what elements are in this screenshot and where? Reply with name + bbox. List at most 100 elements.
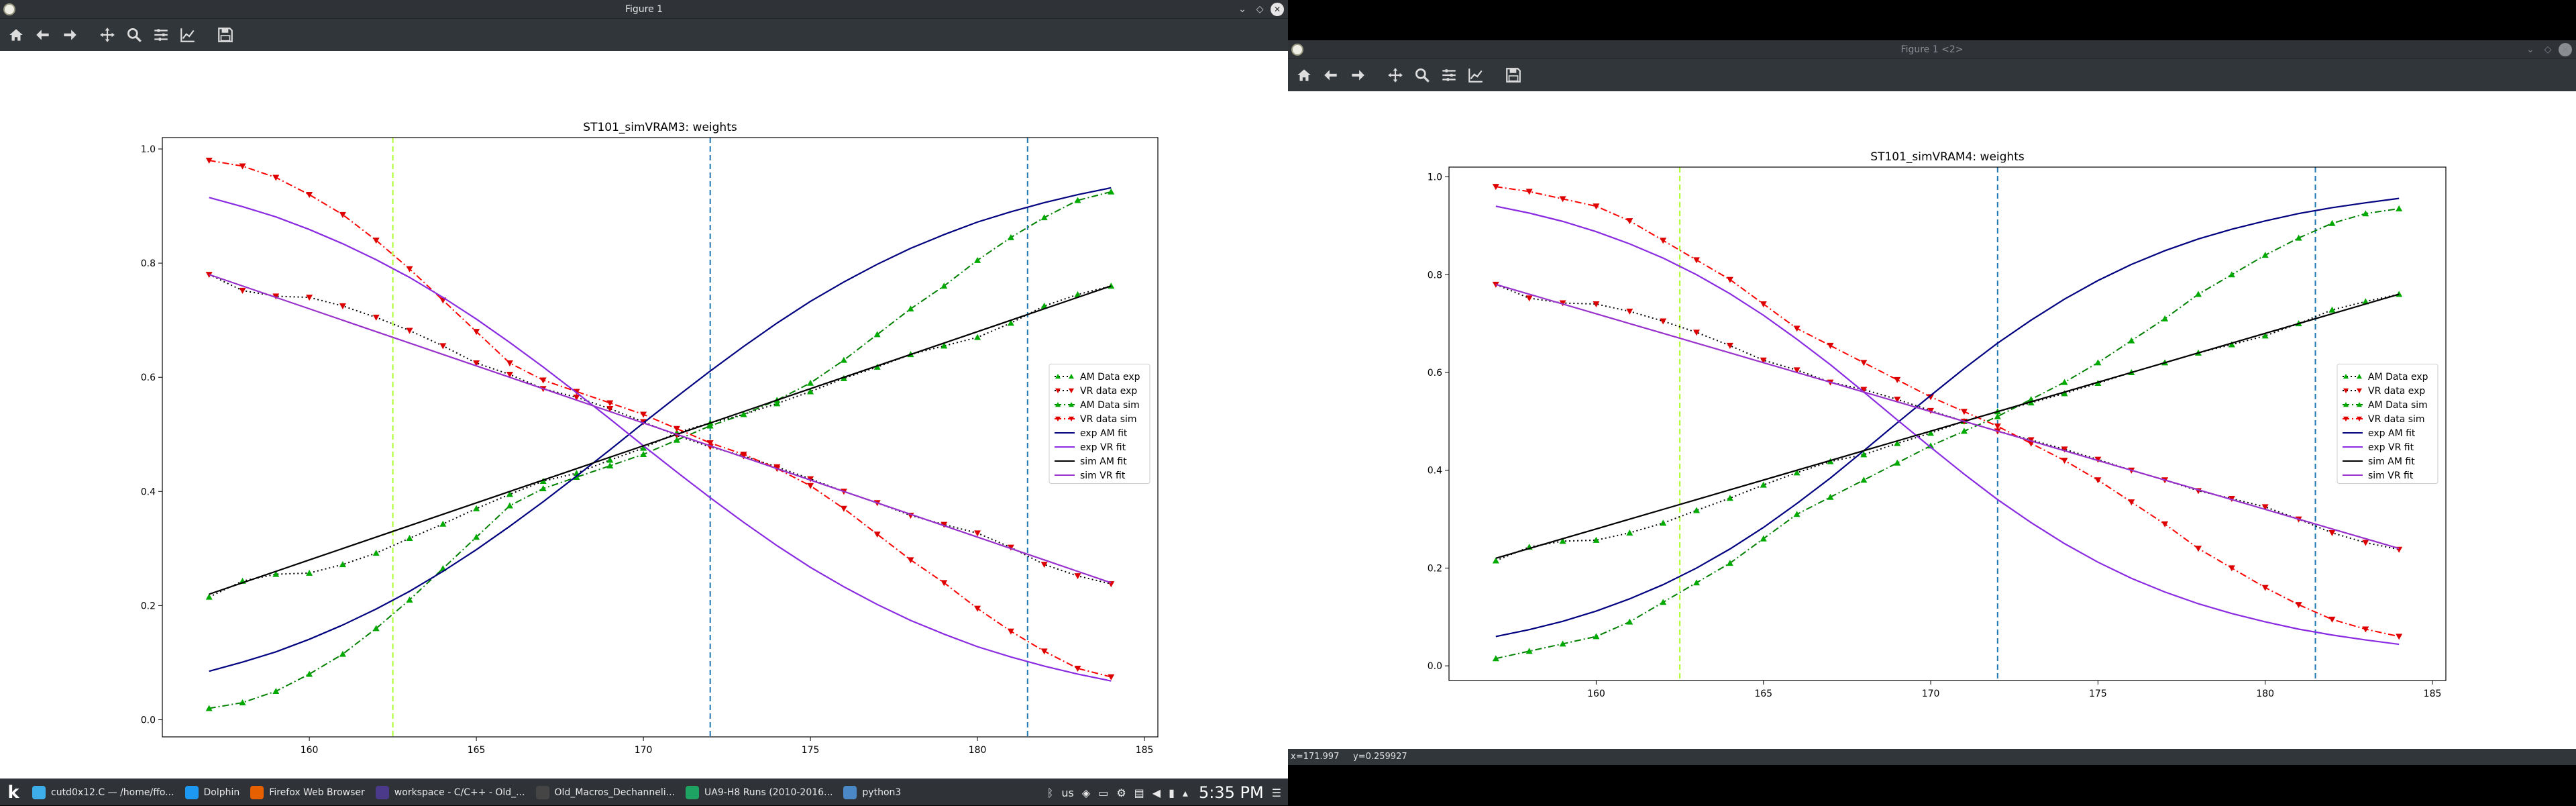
- python-app-icon[interactable]: [1291, 44, 1303, 56]
- maximize-icon[interactable]: ◇: [1256, 4, 1264, 15]
- network-icon[interactable]: ⚙: [1116, 786, 1126, 799]
- data-point: [2094, 477, 2102, 484]
- data-point: [2194, 291, 2202, 297]
- data-point: [473, 360, 480, 366]
- zoom-button[interactable]: [1409, 62, 1436, 89]
- save-icon: [218, 28, 233, 42]
- data-point: [372, 314, 380, 321]
- cursor-coordinates: x=171.997 y=0.259927: [1288, 749, 2576, 765]
- legend-label: exp VR fit: [1080, 442, 1126, 453]
- pan-button[interactable]: [94, 21, 121, 48]
- data-point: [1492, 184, 1499, 191]
- zoom-icon: [127, 28, 142, 42]
- forward-button[interactable]: [1344, 62, 1371, 89]
- maximize-icon[interactable]: ◇: [2544, 44, 2552, 55]
- data-point: [1626, 218, 1633, 225]
- chart-title: ST101_simVRAM4: weights: [1870, 150, 2025, 164]
- expand-tray-icon[interactable]: ▴: [1182, 786, 1188, 799]
- keyboard-layout[interactable]: us: [1061, 786, 1074, 799]
- chart-2[interactable]: ST101_simVRAM4: weights 160 165 170 175 180 18…: [1288, 91, 2576, 749]
- taskbar-item[interactable]: workspace - C/C++ - Old_...: [370, 779, 531, 806]
- titlebar[interactable]: Figure 1 <2> ⌄ ◇ ✕: [1288, 40, 2576, 59]
- data-point: [1108, 674, 1115, 681]
- pan-button[interactable]: [1382, 62, 1409, 89]
- subplots-button[interactable]: [148, 21, 174, 48]
- subplots-button[interactable]: [1436, 62, 1462, 89]
- x-tick-label: 165: [468, 745, 486, 756]
- data-point: [473, 534, 480, 540]
- taskbar-item[interactable]: Old_Macros_Dechanneli...: [531, 779, 681, 806]
- close-icon[interactable]: ✕: [1271, 3, 1284, 16]
- data-point: [1593, 536, 1600, 543]
- y-tick-label: 0.2: [141, 601, 156, 611]
- application-launcher-icon[interactable]: k: [7, 783, 19, 803]
- panel-menu-icon[interactable]: ☰: [1271, 786, 1281, 799]
- data-point: [2261, 332, 2269, 339]
- axes-edit-icon: [1468, 68, 1483, 83]
- close-icon[interactable]: ✕: [2559, 43, 2572, 56]
- data-point: [2396, 205, 2403, 211]
- data-point: [339, 650, 346, 657]
- zoom-button[interactable]: [121, 21, 148, 48]
- clipboard-icon[interactable]: ▤: [1134, 786, 1144, 799]
- clock[interactable]: 5:35 PM: [1198, 783, 1264, 802]
- legend-marker: [2357, 388, 2362, 393]
- series-line: [1495, 205, 2400, 646]
- figure-canvas[interactable]: ST101_simVRAM3: weights 160 165 170 175 180 18…: [0, 51, 1288, 778]
- minimize-icon[interactable]: ⌄: [2526, 44, 2534, 55]
- back-button[interactable]: [30, 21, 56, 48]
- home-button[interactable]: [1291, 62, 1318, 89]
- legend-marker: [2343, 402, 2349, 407]
- legend-marker: [1055, 374, 1061, 379]
- taskbar-item[interactable]: Firefox Web Browser: [245, 779, 370, 806]
- chart-title: ST101_simVRAM3: weights: [583, 121, 737, 134]
- display-icon[interactable]: ▭: [1098, 786, 1109, 799]
- save-button[interactable]: [212, 21, 239, 48]
- data-point: [673, 425, 680, 432]
- figure-window-1[interactable]: Figure 1 ⌄ ◇ ✕ ST101_simVRAM3: weights 16…: [0, 0, 1288, 778]
- x-tick-label: 185: [2424, 689, 2442, 699]
- data-point: [2027, 396, 2035, 403]
- data-point: [1927, 442, 1935, 449]
- shield-icon[interactable]: ◈: [1081, 786, 1091, 799]
- taskbar-item[interactable]: cutd0x12.C — /home/ffo...: [27, 779, 180, 806]
- data-point: [1894, 440, 1901, 446]
- volume-icon[interactable]: ◀: [1152, 786, 1161, 799]
- save-button[interactable]: [1500, 62, 1527, 89]
- data-point: [1626, 308, 1633, 315]
- legend-marker: [1055, 402, 1061, 407]
- data-point: [2228, 565, 2235, 572]
- home-button[interactable]: [3, 21, 30, 48]
- axes-edit-button[interactable]: [1462, 62, 1489, 89]
- data-point: [974, 605, 981, 612]
- data-point: [2061, 458, 2068, 464]
- x-tick-label: 185: [1136, 745, 1154, 756]
- axes-edit-button[interactable]: [174, 21, 201, 48]
- taskbar-item-label: Old_Macros_Dechanneli...: [554, 787, 676, 798]
- data-point: [1074, 573, 1081, 580]
- back-arrow-icon: [1324, 70, 1337, 81]
- data-point: [306, 569, 313, 576]
- chart-1[interactable]: ST101_simVRAM3: weights 160 165 170 175 180 18…: [0, 51, 1288, 778]
- data-point: [1827, 342, 1834, 349]
- data-point: [2061, 379, 2068, 385]
- data-point: [1074, 291, 1081, 297]
- taskbar-item[interactable]: Dolphin: [180, 779, 246, 806]
- data-point: [1894, 376, 1901, 383]
- data-point: [205, 158, 213, 164]
- forward-button[interactable]: [56, 21, 83, 48]
- figure-window-2[interactable]: Figure 1 <2> ⌄ ◇ ✕ ST101_simVRAM4: weigh…: [1288, 40, 2576, 765]
- back-button[interactable]: [1318, 62, 1344, 89]
- x-tick-label: 175: [802, 745, 820, 756]
- titlebar[interactable]: Figure 1 ⌄ ◇ ✕: [0, 0, 1288, 19]
- minimize-icon[interactable]: ⌄: [1238, 4, 1246, 15]
- bluetooth-icon[interactable]: ᛒ: [1046, 786, 1054, 799]
- data-point: [272, 570, 280, 577]
- taskbar-item[interactable]: python3: [838, 779, 906, 806]
- taskbar-item[interactable]: UA9-H8 Runs (2010-2016...: [680, 779, 838, 806]
- figure-canvas[interactable]: ST101_simVRAM4: weights 160 165 170 175 180 18…: [1288, 91, 2576, 749]
- battery-icon[interactable]: ▮: [1169, 786, 1175, 799]
- back-arrow-icon: [36, 30, 49, 40]
- python-app-icon[interactable]: [3, 3, 15, 15]
- series-line: [209, 285, 1112, 595]
